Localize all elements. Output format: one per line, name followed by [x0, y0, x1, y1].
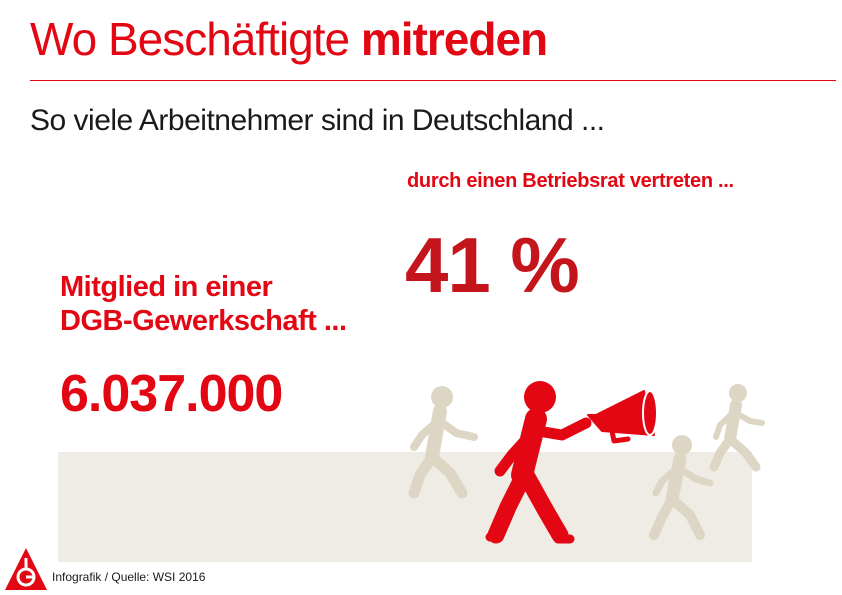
title-bold: mitreden: [360, 13, 548, 65]
ground-band: [58, 452, 752, 562]
union-label: Mitglied in einer DGB-Gewerkschaft ...: [60, 270, 347, 338]
works-council-label: durch einen Betriebsrat vertreten ...: [407, 170, 734, 192]
union-value: 6.037.000: [60, 365, 283, 423]
person-with-megaphone-icon: [485, 381, 658, 544]
walking-person-icon: [709, 384, 765, 472]
union-label-line2: DGB-Gewerkschaft ...: [60, 305, 347, 337]
ig-metall-logo-icon: [5, 548, 47, 590]
walking-people-illustration: [408, 381, 765, 544]
walking-person-icon: [649, 435, 714, 540]
title-regular: Wo Beschäftigte: [30, 13, 350, 65]
page-title: Wo Beschäftigte mitreden: [30, 10, 548, 68]
works-council-value: 41 %: [405, 221, 580, 309]
walking-person-icon: [408, 386, 478, 499]
subtitle: So viele Arbeitnehmer sind in Deutschlan…: [30, 104, 605, 137]
title-divider: [30, 80, 836, 81]
source-note: Infografik / Quelle: WSI 2016: [52, 570, 206, 584]
union-label-line1: Mitglied in einer: [60, 271, 273, 303]
